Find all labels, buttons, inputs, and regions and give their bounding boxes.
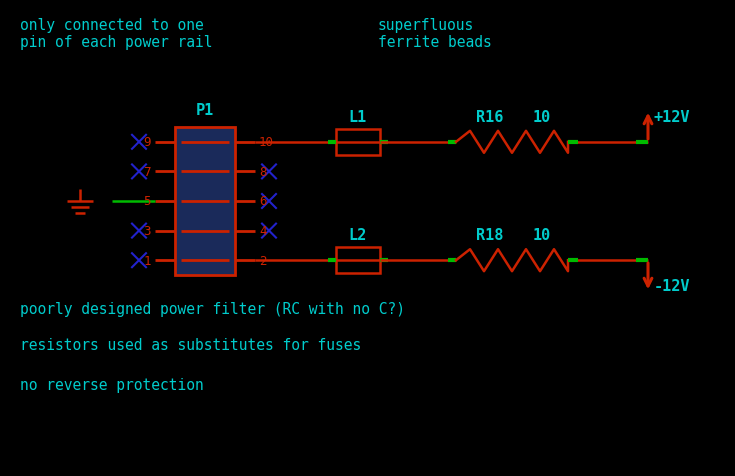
- Text: L1: L1: [349, 109, 367, 125]
- Text: only connected to one
pin of each power rail: only connected to one pin of each power …: [20, 18, 212, 50]
- Text: -12V: -12V: [654, 278, 690, 293]
- Text: L2: L2: [349, 228, 367, 243]
- Text: superfluous
ferrite beads: superfluous ferrite beads: [378, 18, 492, 50]
- Text: 2: 2: [259, 254, 267, 267]
- Text: 1: 1: [143, 254, 151, 267]
- Text: 6: 6: [259, 195, 267, 208]
- Text: R16: R16: [476, 109, 503, 125]
- Text: 4: 4: [259, 225, 267, 238]
- Text: 5: 5: [143, 195, 151, 208]
- Text: 10: 10: [533, 109, 551, 125]
- Text: 8: 8: [259, 166, 267, 178]
- Text: poorly designed power filter (RC with no C?): poorly designed power filter (RC with no…: [20, 301, 405, 317]
- Text: no reverse protection: no reverse protection: [20, 377, 204, 392]
- Text: P1: P1: [196, 103, 214, 118]
- Text: resistors used as substitutes for fuses: resistors used as substitutes for fuses: [20, 337, 361, 352]
- Text: R18: R18: [476, 228, 503, 243]
- Text: 10: 10: [533, 228, 551, 243]
- Bar: [336, 129, 380, 156]
- Text: 9: 9: [143, 136, 151, 149]
- Text: 10: 10: [259, 136, 274, 149]
- Bar: [336, 248, 380, 274]
- Text: +12V: +12V: [654, 110, 690, 125]
- Text: 3: 3: [143, 225, 151, 238]
- Text: 7: 7: [143, 166, 151, 178]
- Bar: [175, 128, 235, 276]
